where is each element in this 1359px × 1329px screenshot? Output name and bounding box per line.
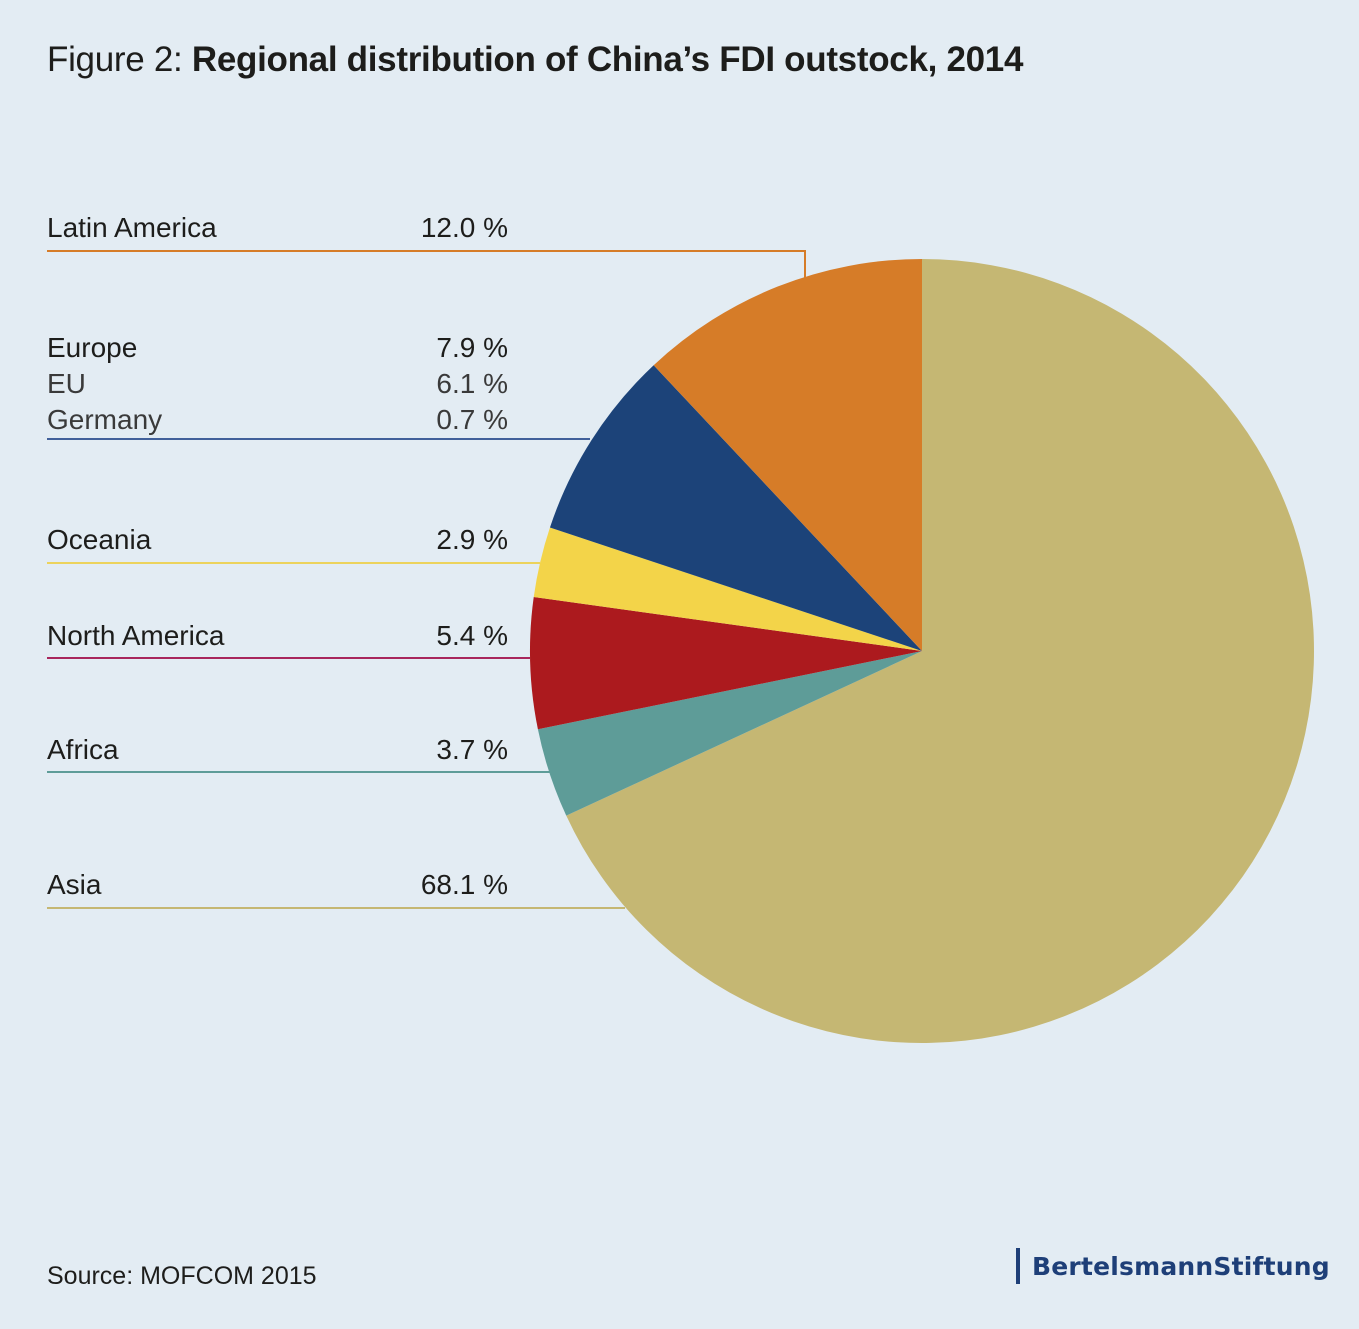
legend-value-north-america: 5.4 % (436, 620, 508, 651)
pie-slice-asia (566, 259, 1314, 1043)
logo-bar (1016, 1248, 1020, 1284)
legend-label-asia: Asia (47, 869, 102, 900)
legend-value-europe: 7.9 % (436, 332, 508, 363)
legend-label-africa: Africa (47, 734, 119, 765)
pie-slices (530, 259, 1314, 1043)
pie-slice-europe (549, 365, 922, 651)
bertelsmann-logo: BertelsmannStiftung (1016, 1248, 1330, 1284)
legend-label-oceania: Oceania (47, 524, 152, 555)
legend-value-asia: 68.1 % (420, 869, 508, 900)
legend-label-north-america: North America (47, 620, 225, 651)
legend-label-latin-america: Latin America (47, 212, 217, 243)
legend-value-eu: 6.1 % (436, 368, 508, 399)
pie-slice-oceania (533, 527, 922, 651)
pie-slice-latin-america (653, 259, 922, 651)
leader-lines (47, 250, 806, 909)
legend-value-germany: 0.7 % (436, 404, 508, 435)
legend-value-oceania: 2.9 % (436, 524, 508, 555)
pie-slice-africa (537, 651, 922, 816)
leader-line-latin-america (47, 250, 806, 278)
chart-title: Figure 2: Regional distribution of China… (47, 40, 1023, 80)
pie-slice-north-america (530, 596, 922, 730)
legend-label-germany: Germany (47, 404, 163, 435)
logo-text: BertelsmannStiftung (1032, 1251, 1330, 1281)
legend-value-latin-america: 12.0 % (420, 212, 508, 243)
legend-value-africa: 3.7 % (436, 734, 508, 765)
title-main: Regional distribution of China’s FDI out… (191, 40, 1024, 79)
legend-label-europe: Europe (47, 332, 138, 363)
source-note: Source: MOFCOM 2015 (47, 1262, 317, 1290)
title-prefix: Figure 2: (47, 40, 192, 79)
legend-label-eu: EU (47, 368, 86, 399)
